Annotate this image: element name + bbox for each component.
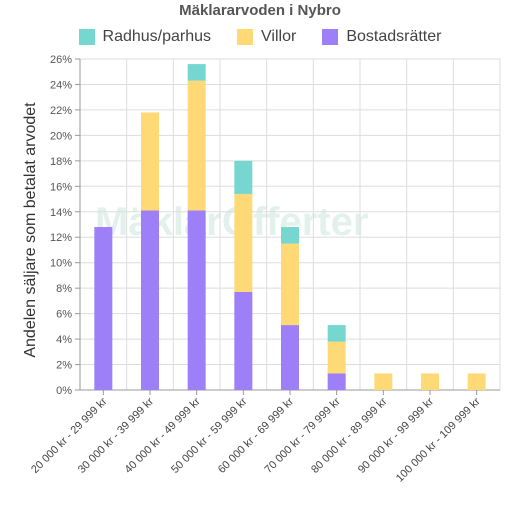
bar-radhus-parhus [281,227,299,244]
legend-item: Bostadsrätter [322,28,441,46]
bar-radhus-parhus [234,160,253,194]
x-tick-label: 20 000 kr - 29 999 kr [29,395,109,475]
y-tick-label: 22% [50,105,72,117]
y-tick-label: 10% [50,258,72,270]
bar-bostadsr-tter [94,227,113,390]
bar-radhus-parhus [327,325,346,342]
bar-villor [187,80,206,211]
y-tick-label: 20% [50,130,72,142]
bar-bostadsr-tter [141,210,159,390]
legend-swatch [78,29,95,45]
y-tick-label: 26% [50,54,72,66]
bar-villor [141,112,159,211]
x-tick-label: 100 000 kr - 109 999 kr [394,395,483,484]
y-tick-label: 16% [50,181,72,193]
y-tick-label: 24% [50,79,72,91]
legend-swatch [322,29,339,45]
y-tick-label: 8% [56,283,72,295]
y-tick-label: 6% [56,309,72,321]
legend-item: Villor [237,28,296,46]
bar-villor [421,373,439,390]
bar-villor [281,243,299,326]
y-tick-label: 4% [56,334,72,346]
bar-bostadsr-tter [234,291,253,390]
y-tick-label: 2% [56,360,72,372]
y-tick-label: 0% [56,385,72,397]
bar-bostadsr-tter [327,373,346,390]
bar-villor [467,373,486,390]
legend: Radhus/parhus Villor Bostadsrätter [0,28,520,46]
bar-villor [234,193,253,292]
y-tick-label: 18% [50,156,72,168]
legend-item: Radhus/parhus [78,28,212,46]
bar-villor [327,341,346,374]
bar-bostadsr-tter [281,325,299,390]
legend-label: Bostadsrätter [346,28,442,45]
bar-radhus-parhus [187,64,206,81]
y-tick-label: 14% [50,207,72,219]
legend-label: Villor [261,28,297,45]
legend-label: Radhus/parhus [102,28,212,45]
bar-villor [374,373,393,390]
y-tick-label: 12% [50,232,72,244]
chart-title: Mäklararvoden i Nybro [179,2,341,19]
bar-bostadsr-tter [187,210,206,390]
legend-swatch [237,29,254,45]
